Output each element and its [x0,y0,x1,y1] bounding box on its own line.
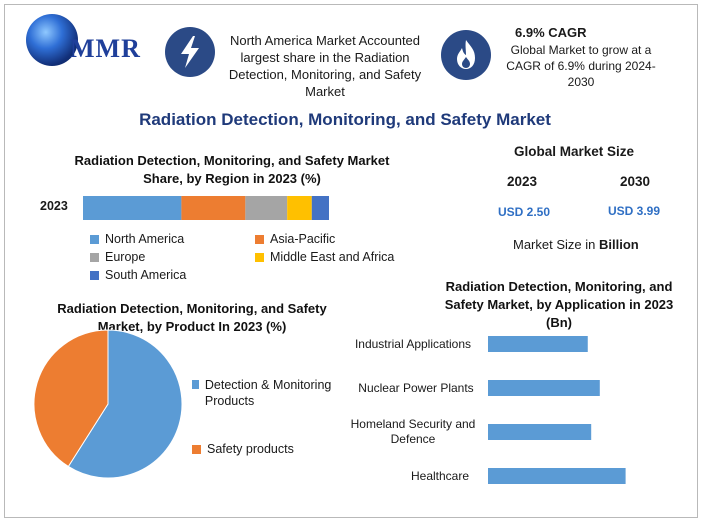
infographic-frame [4,4,698,518]
legend-swatch [255,252,264,262]
market-size-value-2023: USD 2.50 [498,205,551,219]
page-title: Radiation Detection, Monitoring, and Saf… [139,110,551,129]
region-stacked-bar-chart [83,196,329,220]
region-bar-segment-asia-pacific [181,196,246,220]
legend-swatch [90,270,99,280]
application-bar-nuclear-power-plants [488,380,600,396]
legend-swatch [192,444,201,454]
product-chart-title: Radiation Detection, Monitoring, and Saf… [57,301,327,334]
lightning-icon [165,27,215,77]
application-bar-homeland-security-and-defence [488,424,592,440]
legend-label: Europe [105,250,146,264]
legend-asia-pacific: Asia-Pacific [255,232,335,246]
pie-slice-detection-monitoring-products [67,329,183,479]
market-size-year-2023: 2023 [507,174,538,189]
application-label-industrial: Industrial Applications [354,337,472,351]
brand-logo-text: MMR [70,34,141,63]
legend-label: South America [105,268,187,282]
legend-label: Asia-Pacific [270,232,336,246]
region-chart-title: Radiation Detection, Monitoring, and Saf… [74,153,390,186]
legend-swatch [90,252,99,262]
legend-swatch [90,234,99,244]
application-bar-industrial-applications [488,336,588,352]
pie-slice-safety-products [33,329,109,468]
legend-label: Detection & Monitoring Products [204,378,332,408]
region-bar-segment-europe [245,196,288,220]
legend-swatch [255,234,264,244]
product-pie-chart [33,329,183,479]
legend-label: Middle East and Africa [270,250,395,264]
legend-middle-east-africa: Middle East and Africa [255,250,394,264]
market-size-year-2030: 2030 [620,174,651,189]
region-share-info-text: North America Market Accounted largest s… [228,33,422,99]
market-size-note-unit: Billion [598,237,639,252]
application-bar-healthcare [488,468,626,484]
application-label-healthcare: Healthcare [410,469,470,483]
application-label-nuclear: Nuclear Power Plants [358,381,474,395]
legend-swatch [192,380,199,389]
legend-detection-monitoring: Detection & Monitoring Products [192,377,342,409]
application-label-homeland: Homeland Security and Defence [350,417,476,446]
region-bar-segment-south-america [311,196,329,220]
legend-safety-products: Safety products [192,442,294,456]
market-size-title: Global Market Size [514,144,635,159]
market-size-value-2030: USD 3.99 [608,204,661,218]
region-chart-category-label: 2023 [40,199,68,213]
region-bar-segment-middle-east-and-africa [287,196,312,220]
application-chart-title: Radiation Detection, Monitoring, and Saf… [444,279,674,330]
globe-logo-icon [26,14,78,66]
legend-label: North America [105,232,185,246]
cagr-title: 6.9% CAGR [515,25,587,40]
legend-north-america: North America [90,232,184,246]
application-bar-chart [488,336,626,484]
legend-label: Safety products [207,442,294,456]
market-size-note: Market Size in Billion [513,237,639,252]
market-size-note-prefix: Market Size in [513,237,599,252]
flame-icon [441,30,491,80]
legend-south-america: South America [90,268,186,282]
region-bar-segment-north-america [83,196,182,220]
cagr-description: Global Market to grow at a CAGR of 6.9% … [506,43,656,89]
legend-europe: Europe [90,250,145,264]
